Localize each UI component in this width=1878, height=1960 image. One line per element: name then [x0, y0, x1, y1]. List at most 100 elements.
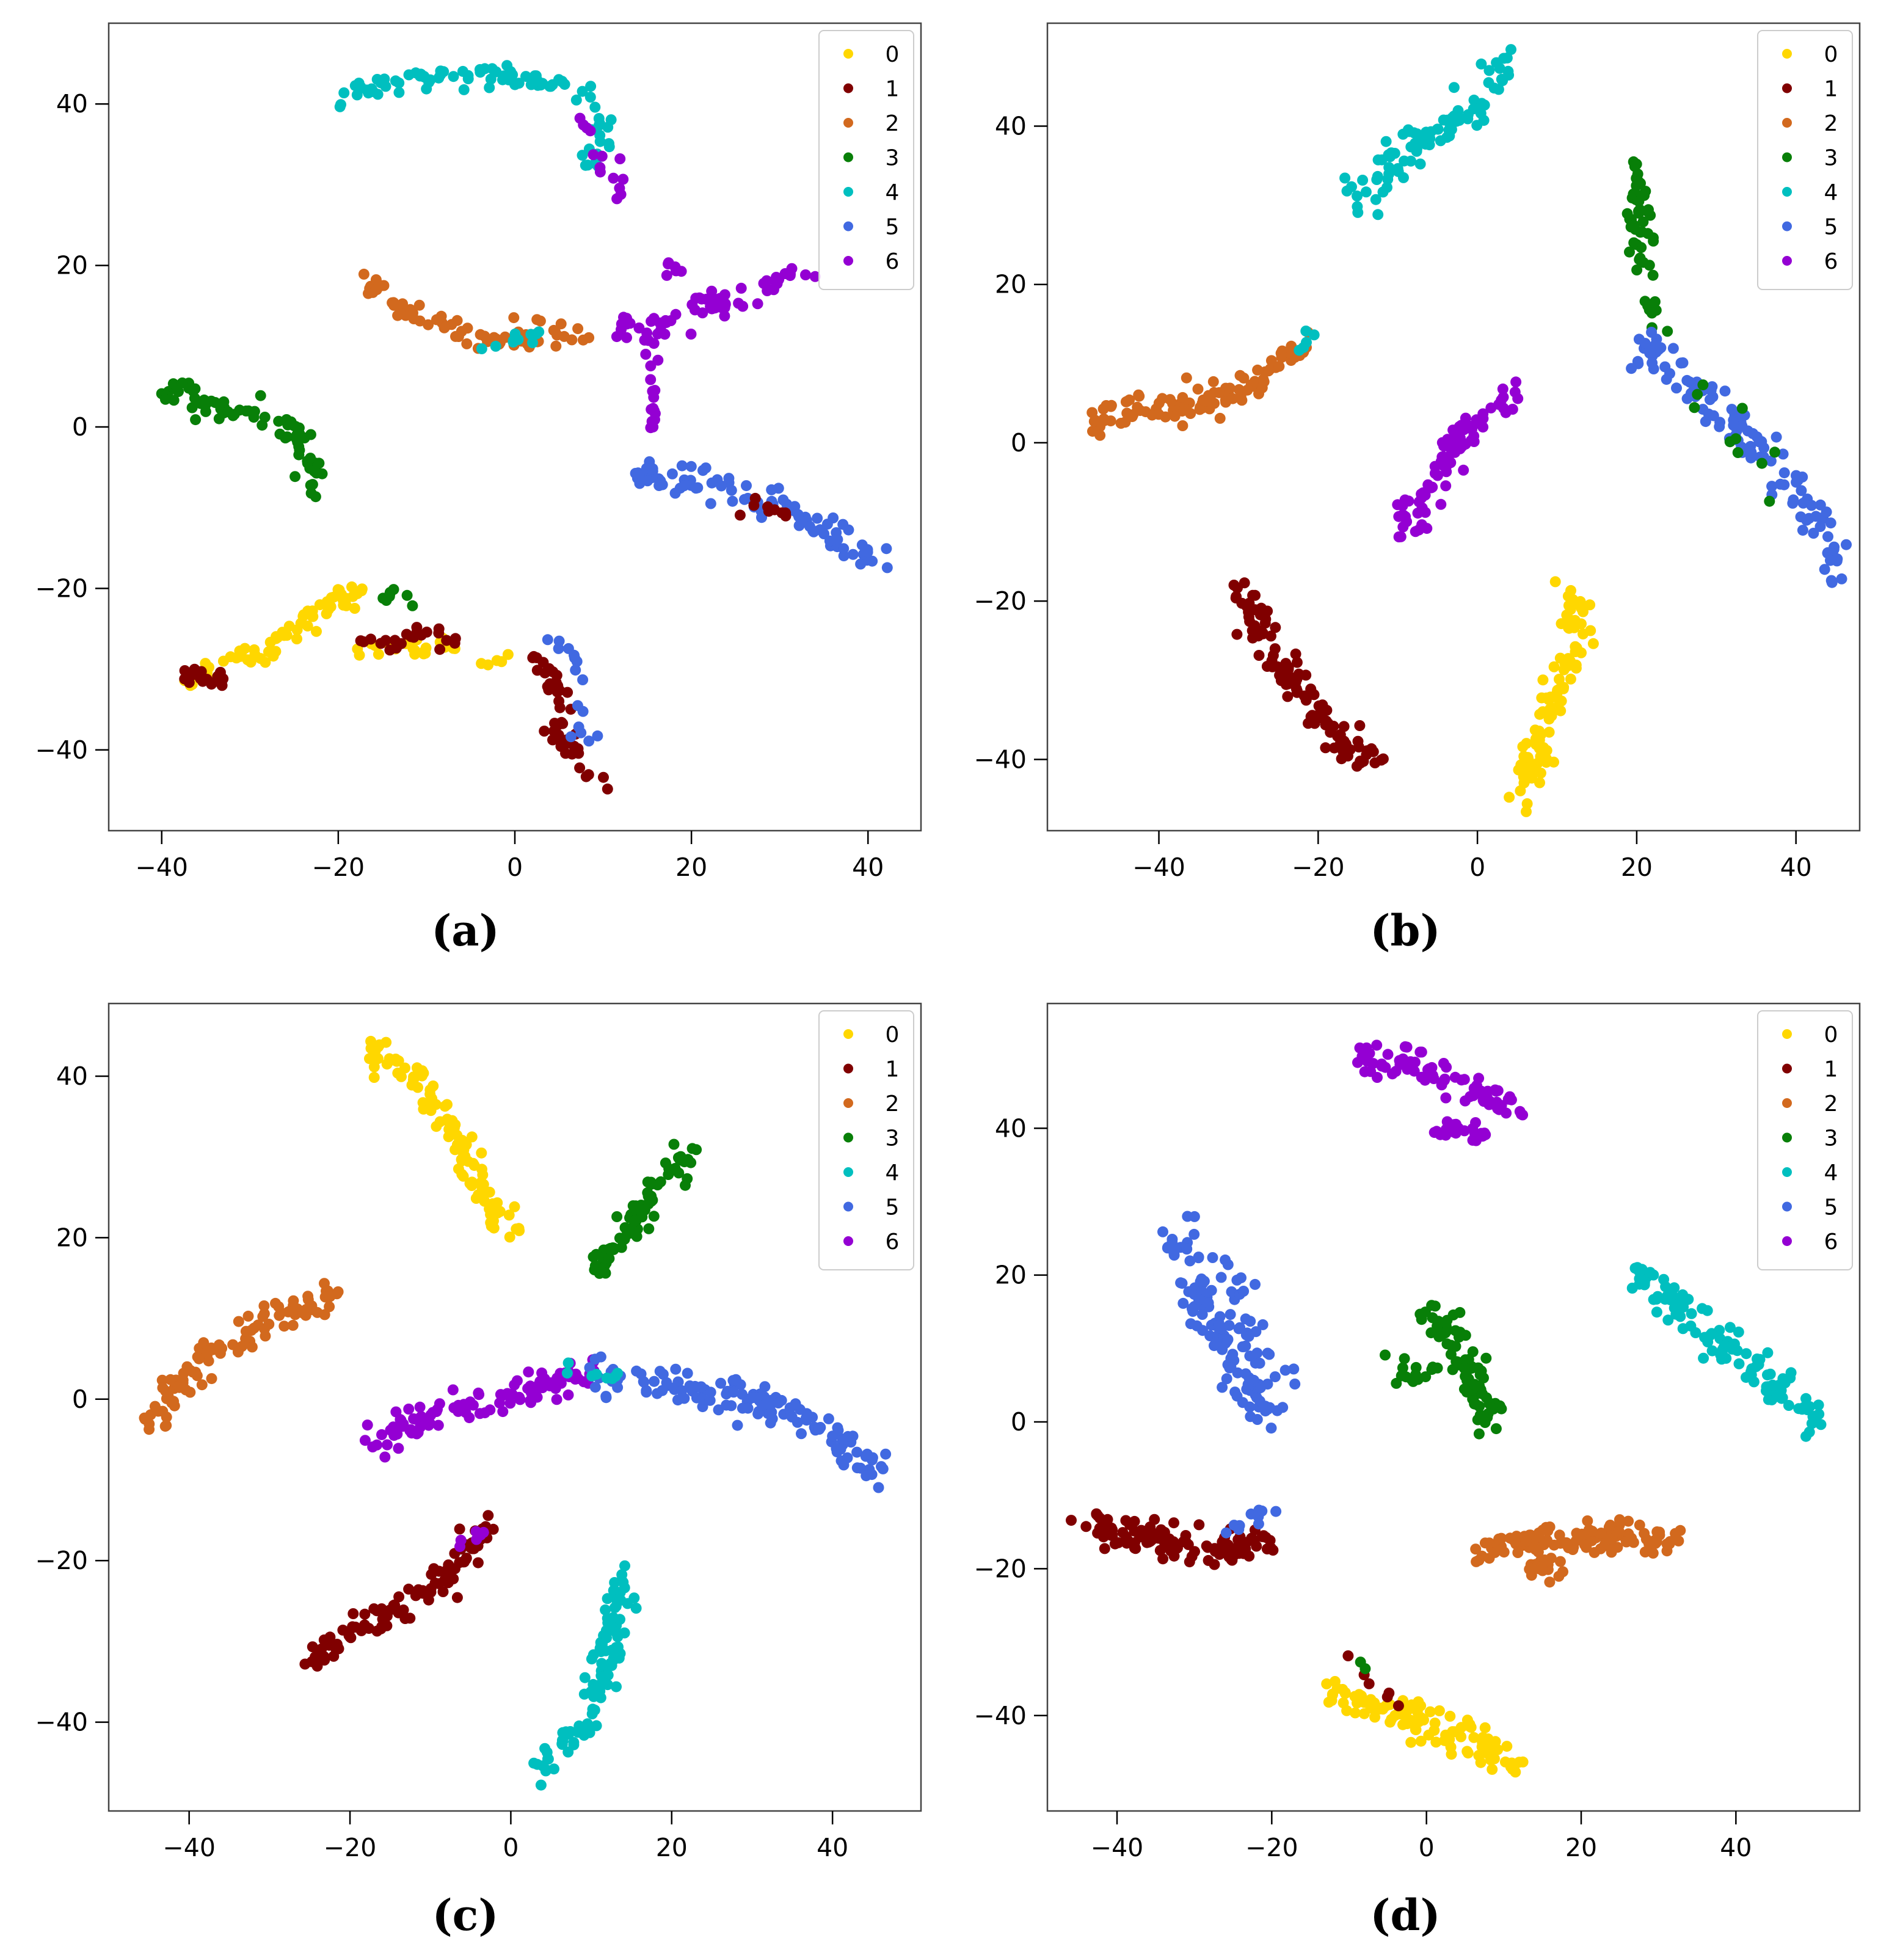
point-class-0 — [1401, 1705, 1413, 1716]
point-class-5 — [838, 1459, 850, 1471]
point-class-5 — [1745, 446, 1757, 458]
point-class-3 — [1474, 1369, 1486, 1380]
point-class-5 — [575, 727, 587, 738]
point-class-3 — [663, 1163, 675, 1175]
point-class-4 — [617, 1576, 629, 1588]
point-class-2 — [1664, 1538, 1675, 1550]
point-class-0 — [291, 624, 303, 636]
point-class-3 — [218, 396, 230, 407]
y-tick-label: −20 — [35, 574, 88, 603]
point-class-1 — [1355, 756, 1366, 767]
point-class-5 — [569, 652, 580, 664]
point-class-6 — [1419, 506, 1431, 518]
point-class-3 — [1756, 457, 1767, 469]
point-class-1 — [537, 657, 549, 668]
point-class-5 — [792, 509, 804, 520]
point-class-0 — [1430, 1736, 1442, 1748]
point-class-2 — [1194, 404, 1206, 415]
point-class-4 — [1380, 136, 1392, 147]
point-class-1 — [449, 633, 461, 644]
point-class-0 — [373, 649, 384, 660]
point-class-2 — [431, 314, 442, 326]
point-class-1 — [1091, 1508, 1102, 1520]
point-class-5 — [873, 1482, 884, 1493]
point-class-3 — [608, 1244, 619, 1255]
point-class-6 — [594, 162, 606, 173]
point-class-5 — [690, 483, 702, 494]
point-class-5 — [1203, 1297, 1214, 1309]
point-class-3 — [672, 1152, 684, 1164]
point-class-5 — [1254, 1382, 1266, 1393]
point-class-5 — [1185, 1318, 1196, 1330]
point-class-1 — [375, 638, 387, 649]
point-class-6 — [1438, 1058, 1449, 1069]
point-class-3 — [628, 1226, 640, 1237]
point-class-0 — [467, 1157, 479, 1169]
point-class-6 — [1429, 461, 1441, 472]
point-class-3 — [1769, 446, 1780, 458]
point-class-5 — [570, 665, 581, 676]
point-class-4 — [1785, 1367, 1797, 1379]
point-class-5 — [1253, 1518, 1264, 1530]
point-class-5 — [804, 520, 815, 532]
point-class-2 — [392, 310, 404, 321]
legend-label-4: 4 — [1824, 1160, 1838, 1186]
legend-marker-2 — [843, 118, 853, 128]
point-class-4 — [1352, 206, 1364, 218]
point-class-0 — [380, 1036, 392, 1048]
point-class-5 — [1224, 1362, 1236, 1374]
point-class-6 — [1425, 482, 1437, 494]
point-class-5 — [1213, 1319, 1225, 1331]
point-class-6 — [1460, 1095, 1471, 1107]
legend-marker-3 — [843, 152, 853, 162]
x-tick-label: −20 — [324, 1833, 377, 1862]
point-class-6 — [1468, 1134, 1479, 1146]
point-class-4 — [579, 1672, 591, 1683]
point-class-5 — [1193, 1251, 1204, 1263]
point-class-2 — [1560, 1539, 1572, 1550]
point-class-1 — [542, 681, 553, 693]
caption-c: (c) — [432, 1890, 499, 1940]
point-class-2 — [1483, 1537, 1495, 1549]
point-class-3 — [643, 1223, 655, 1234]
point-class-1 — [1309, 718, 1320, 729]
point-class-5 — [1196, 1309, 1208, 1320]
point-class-6 — [661, 269, 672, 281]
point-class-6 — [362, 1419, 373, 1431]
point-class-1 — [1328, 742, 1340, 754]
y-tick-label: −20 — [974, 1554, 1027, 1583]
point-class-2 — [242, 1310, 254, 1322]
point-class-6 — [581, 122, 592, 134]
point-class-1 — [1308, 689, 1320, 701]
point-class-3 — [159, 393, 171, 405]
point-class-2 — [1643, 1538, 1654, 1550]
point-class-5 — [1165, 1240, 1176, 1251]
legend-label-3: 3 — [1824, 146, 1838, 171]
point-class-1 — [375, 1623, 387, 1634]
point-class-0 — [424, 1088, 436, 1100]
point-class-1 — [324, 1639, 335, 1651]
point-class-1 — [1274, 669, 1286, 681]
point-class-0 — [333, 585, 345, 596]
point-class-5 — [766, 1413, 778, 1424]
point-class-2 — [414, 315, 426, 327]
point-class-2 — [319, 1309, 330, 1321]
point-class-2 — [1614, 1514, 1625, 1526]
point-class-2 — [1639, 1528, 1650, 1539]
point-class-2 — [1544, 1576, 1556, 1588]
legend-label-2: 2 — [1824, 1091, 1838, 1117]
point-class-1 — [482, 1510, 494, 1521]
point-class-4 — [1372, 170, 1383, 182]
point-class-6 — [648, 313, 660, 324]
point-class-5 — [642, 475, 653, 487]
point-class-1 — [1363, 1678, 1375, 1689]
point-class-4 — [1410, 137, 1421, 149]
point-class-5 — [737, 1402, 748, 1414]
point-class-3 — [313, 457, 325, 469]
point-class-4 — [586, 1708, 598, 1719]
point-class-5 — [653, 480, 665, 491]
point-class-4 — [403, 69, 415, 81]
point-class-2 — [257, 1311, 269, 1322]
point-class-2 — [159, 1421, 171, 1432]
point-class-5 — [1250, 1278, 1261, 1290]
